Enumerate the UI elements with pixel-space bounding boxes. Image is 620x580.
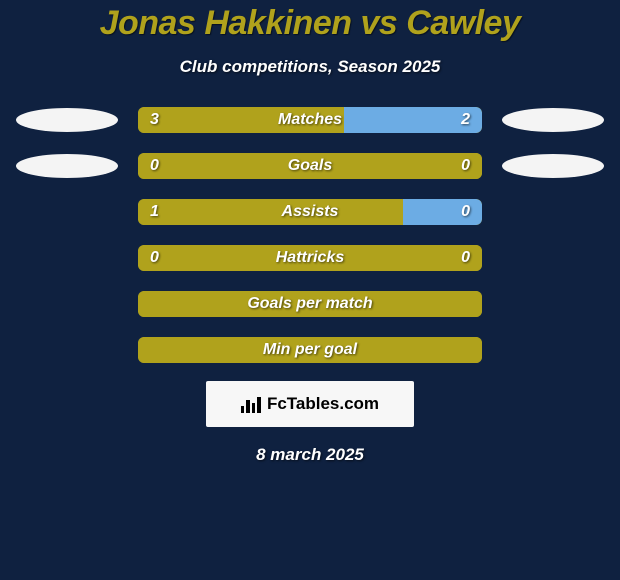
stat-label: Min per goal bbox=[138, 337, 482, 363]
stat-bar: 10Assists bbox=[138, 199, 482, 225]
stat-row: 00Goals bbox=[0, 153, 620, 179]
player-left-ellipse bbox=[16, 154, 118, 178]
stat-bar: 00Hattricks bbox=[138, 245, 482, 271]
stat-row: 10Assists bbox=[0, 199, 620, 225]
stat-bar: 00Goals bbox=[138, 153, 482, 179]
stat-bar: 32Matches bbox=[138, 107, 482, 133]
placeholder bbox=[502, 200, 604, 224]
placeholder bbox=[502, 292, 604, 316]
stat-label: Assists bbox=[138, 199, 482, 225]
subtitle: Club competitions, Season 2025 bbox=[0, 57, 620, 77]
comparison-card: Jonas Hakkinen vs Cawley Club competitio… bbox=[0, 0, 620, 580]
stat-label: Matches bbox=[138, 107, 482, 133]
stat-row: Min per goal bbox=[0, 337, 620, 363]
placeholder bbox=[16, 338, 118, 362]
player-right-ellipse bbox=[502, 108, 604, 132]
placeholder bbox=[16, 200, 118, 224]
placeholder bbox=[16, 246, 118, 270]
player-left-ellipse bbox=[16, 108, 118, 132]
stat-label: Hattricks bbox=[138, 245, 482, 271]
stat-bar: Min per goal bbox=[138, 337, 482, 363]
chart-icon bbox=[241, 395, 261, 413]
stat-row: 32Matches bbox=[0, 107, 620, 133]
player-right-ellipse bbox=[502, 154, 604, 178]
placeholder bbox=[16, 292, 118, 316]
date-text: 8 march 2025 bbox=[0, 445, 620, 465]
stat-label: Goals bbox=[138, 153, 482, 179]
placeholder bbox=[502, 246, 604, 270]
stat-bar: Goals per match bbox=[138, 291, 482, 317]
stat-row: 00Hattricks bbox=[0, 245, 620, 271]
stat-label: Goals per match bbox=[138, 291, 482, 317]
stat-row: Goals per match bbox=[0, 291, 620, 317]
brand-badge: FcTables.com bbox=[206, 381, 414, 427]
page-title: Jonas Hakkinen vs Cawley bbox=[0, 4, 620, 43]
brand-text: FcTables.com bbox=[267, 394, 379, 414]
placeholder bbox=[502, 338, 604, 362]
stats-list: 32Matches 00Goals 10Assists 00Hattricks Goal… bbox=[0, 107, 620, 363]
